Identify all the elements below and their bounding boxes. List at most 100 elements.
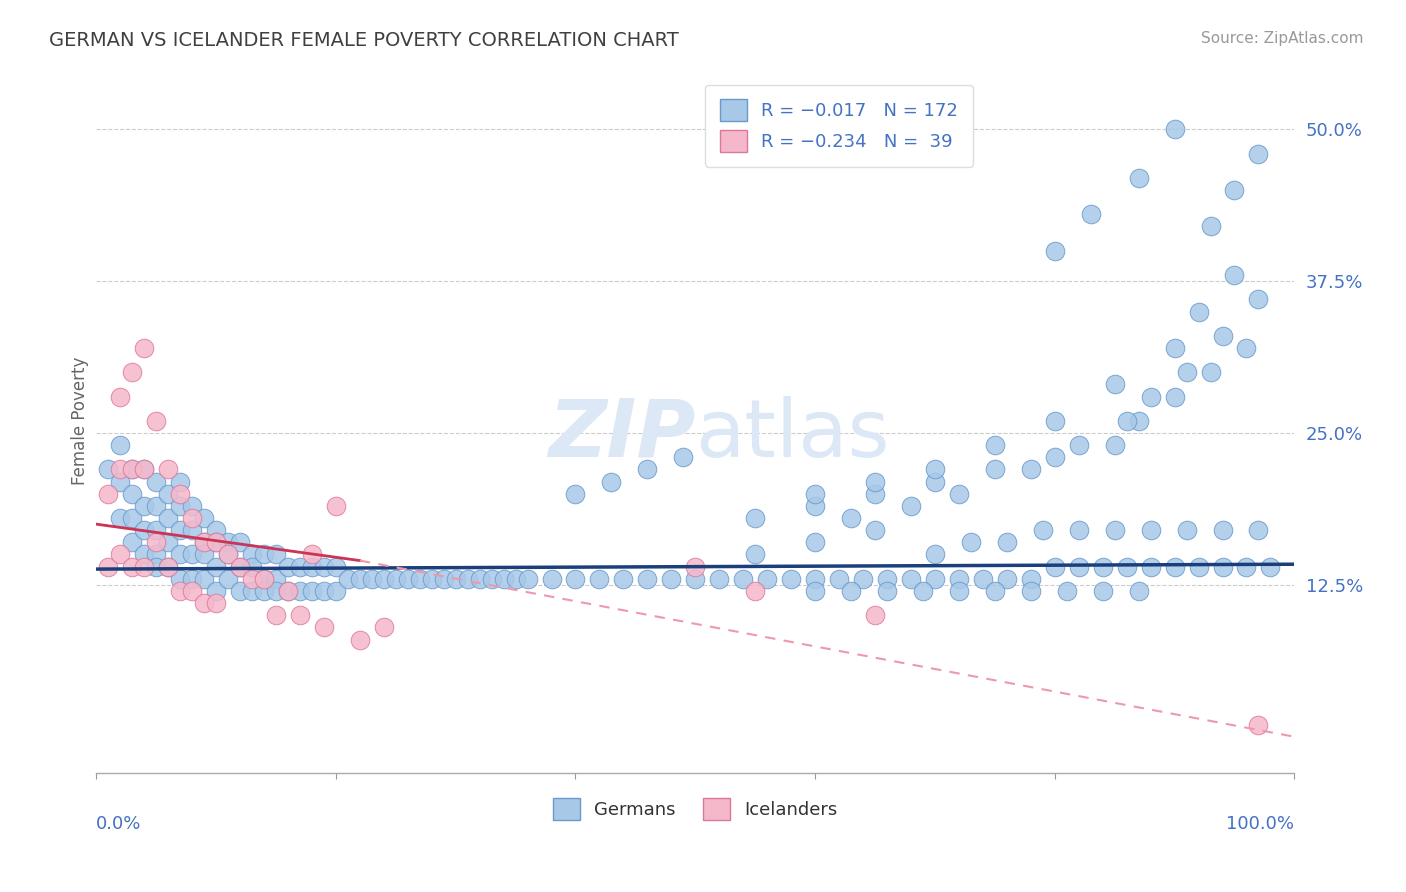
Point bbox=[288, 559, 311, 574]
Point bbox=[193, 548, 215, 562]
Point bbox=[1187, 559, 1209, 574]
Point bbox=[229, 559, 252, 574]
Point bbox=[1091, 559, 1114, 574]
Point bbox=[169, 475, 191, 489]
Text: Source: ZipAtlas.com: Source: ZipAtlas.com bbox=[1201, 31, 1364, 46]
Point bbox=[169, 572, 191, 586]
Point bbox=[97, 487, 120, 501]
Point bbox=[1163, 122, 1185, 136]
Point bbox=[1236, 341, 1258, 355]
Point bbox=[132, 462, 155, 476]
Point bbox=[193, 596, 215, 610]
Point bbox=[240, 572, 263, 586]
Text: GERMAN VS ICELANDER FEMALE POVERTY CORRELATION CHART: GERMAN VS ICELANDER FEMALE POVERTY CORRE… bbox=[49, 31, 679, 50]
Point bbox=[481, 572, 503, 586]
Point bbox=[1080, 207, 1102, 221]
Point bbox=[1163, 341, 1185, 355]
Point bbox=[205, 596, 228, 610]
Point bbox=[1187, 304, 1209, 318]
Point bbox=[301, 559, 323, 574]
Point bbox=[205, 583, 228, 598]
Point bbox=[1139, 559, 1161, 574]
Point bbox=[193, 511, 215, 525]
Point bbox=[1247, 293, 1270, 307]
Point bbox=[157, 487, 180, 501]
Point bbox=[960, 535, 983, 549]
Point bbox=[277, 583, 299, 598]
Point bbox=[1091, 583, 1114, 598]
Point bbox=[97, 559, 120, 574]
Point bbox=[169, 548, 191, 562]
Point bbox=[193, 535, 215, 549]
Point bbox=[181, 523, 204, 537]
Point bbox=[217, 535, 239, 549]
Point bbox=[145, 475, 167, 489]
Point bbox=[1056, 583, 1078, 598]
Point bbox=[636, 572, 658, 586]
Point bbox=[924, 572, 946, 586]
Point bbox=[1043, 450, 1066, 465]
Point bbox=[157, 559, 180, 574]
Point bbox=[121, 462, 143, 476]
Point bbox=[995, 572, 1018, 586]
Point bbox=[1128, 414, 1150, 428]
Point bbox=[312, 559, 335, 574]
Point bbox=[121, 487, 143, 501]
Point bbox=[1128, 583, 1150, 598]
Point bbox=[157, 559, 180, 574]
Point bbox=[1223, 268, 1246, 282]
Point bbox=[253, 548, 276, 562]
Point bbox=[924, 462, 946, 476]
Point bbox=[205, 523, 228, 537]
Point bbox=[911, 583, 934, 598]
Legend: Germans, Icelanders: Germans, Icelanders bbox=[546, 791, 845, 828]
Point bbox=[505, 572, 527, 586]
Point bbox=[97, 462, 120, 476]
Point bbox=[288, 583, 311, 598]
Point bbox=[900, 499, 922, 513]
Point bbox=[181, 499, 204, 513]
Point bbox=[132, 559, 155, 574]
Point bbox=[145, 499, 167, 513]
Point bbox=[636, 462, 658, 476]
Point bbox=[828, 572, 851, 586]
Point bbox=[984, 462, 1007, 476]
Point bbox=[1247, 146, 1270, 161]
Point bbox=[540, 572, 562, 586]
Point bbox=[1211, 328, 1233, 343]
Point bbox=[1115, 559, 1137, 574]
Point bbox=[1032, 523, 1054, 537]
Text: atlas: atlas bbox=[696, 396, 890, 474]
Point bbox=[132, 341, 155, 355]
Point bbox=[972, 572, 994, 586]
Point bbox=[253, 583, 276, 598]
Point bbox=[264, 583, 287, 598]
Point bbox=[132, 548, 155, 562]
Point bbox=[685, 559, 707, 574]
Point bbox=[325, 559, 347, 574]
Point bbox=[1115, 414, 1137, 428]
Point bbox=[1199, 365, 1222, 379]
Point bbox=[457, 572, 479, 586]
Point bbox=[229, 583, 252, 598]
Point bbox=[132, 523, 155, 537]
Point bbox=[1175, 523, 1198, 537]
Point bbox=[108, 462, 131, 476]
Point bbox=[612, 572, 634, 586]
Point bbox=[1211, 523, 1233, 537]
Point bbox=[384, 572, 406, 586]
Point bbox=[264, 548, 287, 562]
Point bbox=[157, 535, 180, 549]
Point bbox=[240, 583, 263, 598]
Point bbox=[468, 572, 491, 586]
Point bbox=[349, 632, 371, 647]
Point bbox=[277, 583, 299, 598]
Point bbox=[205, 559, 228, 574]
Point bbox=[1236, 559, 1258, 574]
Point bbox=[744, 511, 766, 525]
Point bbox=[1163, 559, 1185, 574]
Point bbox=[360, 572, 382, 586]
Point bbox=[277, 559, 299, 574]
Point bbox=[253, 572, 276, 586]
Point bbox=[1104, 523, 1126, 537]
